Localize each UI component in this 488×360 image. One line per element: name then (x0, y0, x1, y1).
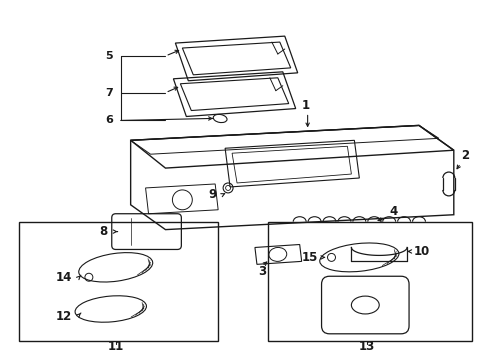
Text: 7: 7 (104, 88, 112, 98)
Text: 9: 9 (208, 188, 216, 201)
Text: 8: 8 (99, 225, 107, 238)
Text: 5: 5 (104, 51, 112, 61)
Bar (19, 222, 218, 341)
Text: 14: 14 (56, 271, 72, 284)
Text: 12: 12 (56, 310, 72, 323)
Text: 2: 2 (460, 149, 468, 162)
Text: 6: 6 (104, 116, 112, 126)
Text: 3: 3 (257, 265, 265, 278)
Text: 10: 10 (413, 245, 429, 258)
Text: 13: 13 (359, 340, 375, 353)
Text: 15: 15 (301, 251, 317, 264)
Bar (267, 222, 471, 341)
Text: 4: 4 (388, 205, 397, 218)
Text: 1: 1 (301, 99, 309, 112)
Text: 11: 11 (107, 340, 123, 353)
